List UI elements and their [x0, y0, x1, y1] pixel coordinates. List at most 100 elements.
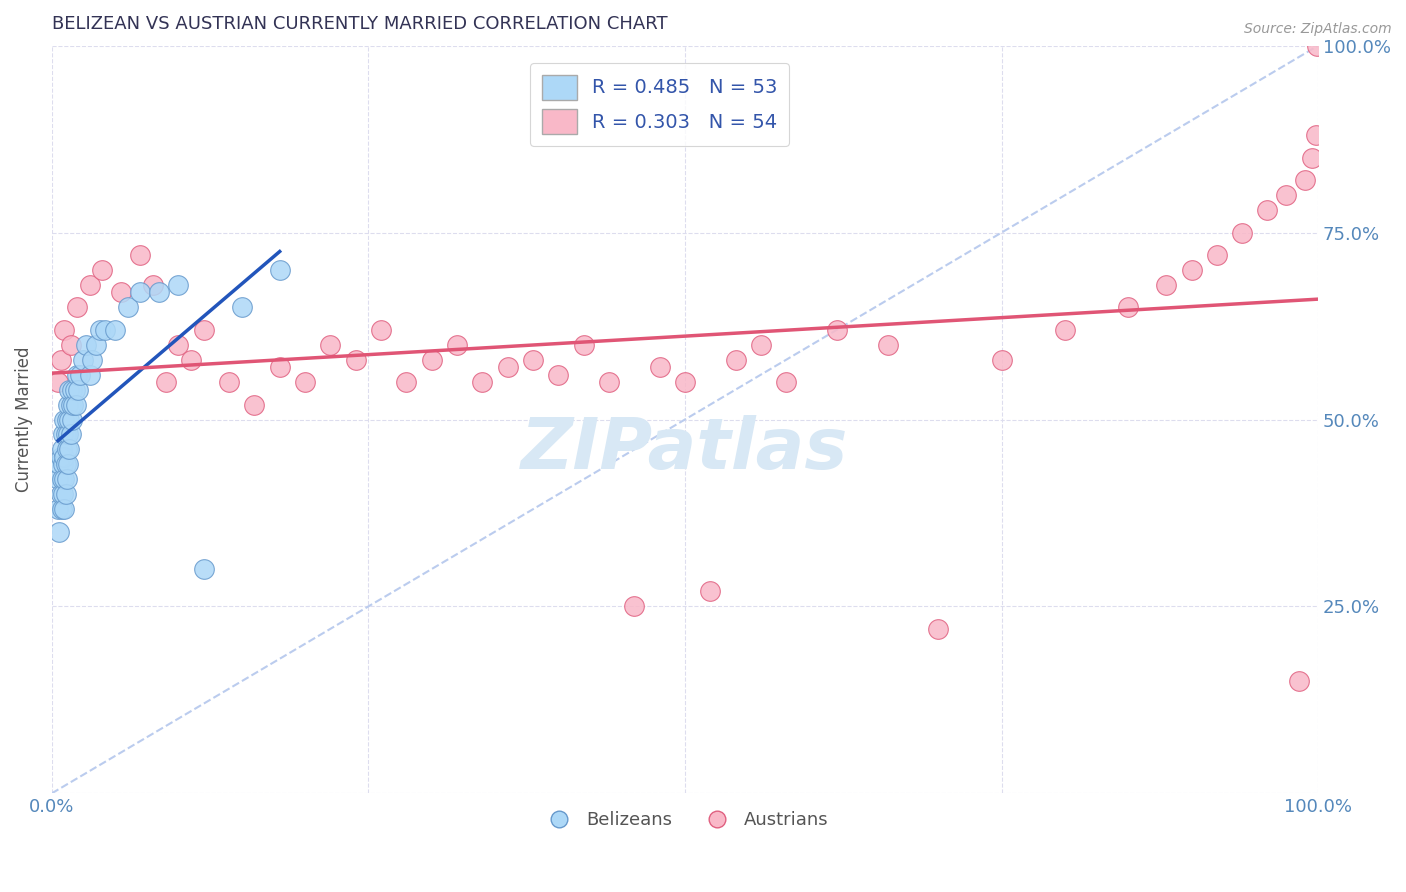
Point	[48, 458, 70, 472]
Point	[1154, 277, 1177, 292]
Point	[89, 323, 111, 337]
Point	[117, 301, 139, 315]
Point	[1305, 128, 1327, 143]
Point	[1288, 674, 1310, 689]
Point	[243, 398, 266, 412]
Point	[67, 383, 90, 397]
Point	[46, 502, 69, 516]
Point	[148, 285, 170, 300]
Point	[58, 427, 80, 442]
Point	[53, 412, 76, 426]
Legend: Belizeans, Austrians: Belizeans, Austrians	[534, 805, 837, 837]
Point	[496, 360, 519, 375]
Point	[59, 337, 82, 351]
Point	[66, 301, 89, 315]
Point	[60, 412, 83, 426]
Point	[58, 383, 80, 397]
Point	[56, 412, 79, 426]
Point	[52, 458, 75, 472]
Point	[395, 375, 418, 389]
Text: ZIPatlas: ZIPatlas	[522, 415, 849, 484]
Point	[63, 383, 86, 397]
Point	[193, 323, 215, 337]
Point	[51, 472, 73, 486]
Point	[48, 524, 70, 539]
Point	[58, 412, 80, 426]
Point	[699, 584, 721, 599]
Point	[79, 368, 101, 382]
Y-axis label: Currently Married: Currently Married	[15, 347, 32, 492]
Text: Source: ZipAtlas.com: Source: ZipAtlas.com	[1244, 22, 1392, 37]
Point	[91, 263, 114, 277]
Point	[75, 337, 97, 351]
Point	[167, 277, 190, 292]
Point	[66, 368, 89, 382]
Point	[60, 383, 83, 397]
Point	[129, 248, 152, 262]
Point	[56, 472, 79, 486]
Point	[775, 375, 797, 389]
Point	[269, 360, 291, 375]
Point	[1301, 151, 1323, 165]
Point	[218, 375, 240, 389]
Point	[129, 285, 152, 300]
Point	[319, 337, 342, 351]
Point	[522, 352, 544, 367]
Point	[471, 375, 494, 389]
Point	[55, 487, 77, 501]
Point	[62, 398, 84, 412]
Point	[231, 301, 253, 315]
Point	[1180, 263, 1202, 277]
Point	[749, 337, 772, 351]
Point	[56, 442, 79, 457]
Point	[58, 442, 80, 457]
Point	[53, 472, 76, 486]
Point	[180, 352, 202, 367]
Point	[990, 352, 1012, 367]
Point	[51, 442, 73, 457]
Point	[59, 427, 82, 442]
Point	[53, 502, 76, 516]
Point	[94, 323, 117, 337]
Point	[84, 337, 107, 351]
Point	[52, 487, 75, 501]
Point	[876, 337, 898, 351]
Point	[46, 472, 69, 486]
Point	[825, 323, 848, 337]
Point	[51, 502, 73, 516]
Point	[69, 368, 91, 382]
Point	[370, 323, 392, 337]
Point	[167, 337, 190, 351]
Point	[58, 398, 80, 412]
Point	[52, 427, 75, 442]
Point	[724, 352, 747, 367]
Point	[648, 360, 671, 375]
Point	[572, 337, 595, 351]
Point	[58, 458, 80, 472]
Point	[1116, 301, 1139, 315]
Point	[193, 562, 215, 576]
Point	[49, 352, 72, 367]
Point	[1053, 323, 1076, 337]
Point	[1256, 203, 1278, 218]
Text: BELIZEAN VS AUSTRIAN CURRENTLY MARRIED CORRELATION CHART: BELIZEAN VS AUSTRIAN CURRENTLY MARRIED C…	[52, 15, 668, 33]
Point	[53, 323, 76, 337]
Point	[65, 398, 87, 412]
Point	[1275, 188, 1298, 202]
Point	[155, 375, 177, 389]
Point	[55, 427, 77, 442]
Point	[269, 263, 291, 277]
Point	[59, 398, 82, 412]
Point	[294, 375, 316, 389]
Point	[1205, 248, 1227, 262]
Point	[55, 458, 77, 472]
Point	[46, 375, 69, 389]
Point	[110, 285, 132, 300]
Point	[446, 337, 468, 351]
Point	[623, 599, 645, 614]
Point	[927, 622, 949, 636]
Point	[104, 323, 127, 337]
Point	[1295, 173, 1317, 187]
Point	[49, 487, 72, 501]
Point	[79, 277, 101, 292]
